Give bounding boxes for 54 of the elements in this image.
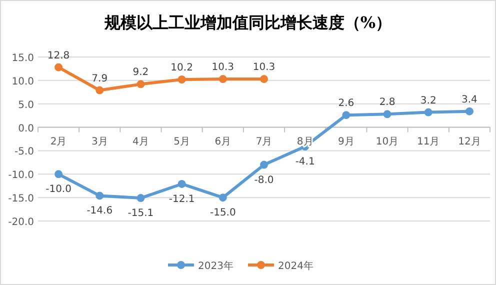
data-label: 2.6: [338, 98, 354, 110]
data-label: 2.8: [379, 97, 396, 108]
x-tick-label: 5月: [174, 136, 190, 148]
point: [218, 75, 227, 84]
y-tick-label: 0.0: [18, 123, 34, 134]
point: [383, 110, 392, 118]
point: [178, 75, 186, 84]
y-tick-label: -5.0: [14, 146, 34, 158]
data-label: -4.1: [295, 156, 315, 168]
point: [465, 107, 474, 116]
point: [342, 111, 350, 120]
point: [260, 160, 268, 169]
point: [260, 75, 268, 84]
point: [136, 80, 145, 88]
x-tick-label: 2月: [50, 136, 67, 148]
x-tick-label: 11月: [416, 136, 440, 148]
data-label: 12.8: [47, 50, 70, 62]
x-tick-label: 12月: [458, 136, 481, 148]
chart-title: 规模以上工业增加值同比增长速度（%）: [103, 13, 392, 32]
point: [424, 108, 432, 116]
x-tick-label: 7月: [256, 136, 272, 148]
data-label: 10.3: [212, 62, 234, 74]
data-label: 7.9: [92, 73, 108, 84]
point: [54, 170, 63, 178]
data-label: -14.6: [86, 206, 113, 217]
y-tick-label: 5.0: [18, 100, 34, 111]
data-label: 9.2: [132, 67, 149, 78]
point: [54, 63, 63, 72]
data-label: -15.0: [210, 208, 236, 219]
legend-label: 2024年: [278, 260, 314, 272]
y-tick-label: 15.0: [12, 53, 34, 64]
y-tick-label: -15.0: [8, 194, 34, 205]
point: [96, 192, 104, 200]
point: [136, 194, 145, 202]
data-label: -8.0: [254, 174, 274, 186]
y-tick-label: -20.0: [8, 217, 34, 228]
data-label: 3.2: [420, 95, 436, 106]
point: [96, 86, 104, 94]
x-tick-label: 4月: [132, 136, 149, 148]
y-tick-label: -10.0: [8, 170, 34, 182]
x-tick-label: 6月: [214, 136, 232, 148]
point: [178, 180, 186, 188]
y-tick-label: 10.0: [12, 76, 34, 88]
data-label: -12.1: [168, 194, 195, 205]
data-label: 10.2: [170, 62, 193, 74]
data-label: -10.0: [46, 184, 72, 196]
legend-label: 2023年: [198, 260, 234, 272]
x-tick-label: 10月: [376, 136, 399, 148]
data-label: 3.4: [462, 94, 478, 106]
data-label: -15.1: [128, 208, 154, 220]
x-tick-label: 9月: [338, 136, 354, 148]
x-tick-label: 3月: [91, 136, 108, 148]
point: [218, 194, 227, 202]
data-label: 10.3: [252, 62, 276, 74]
